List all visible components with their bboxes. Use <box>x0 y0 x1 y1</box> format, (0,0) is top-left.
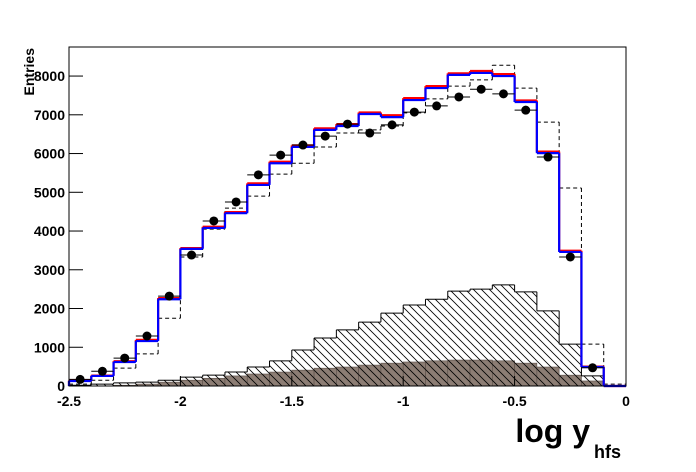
hatched-bin <box>180 377 203 386</box>
data-point <box>97 366 107 376</box>
data-point <box>231 197 241 207</box>
y-tick-label: 8000 <box>34 68 65 84</box>
hatched-bin <box>536 310 560 386</box>
hatched-bin <box>514 291 537 386</box>
data-point <box>543 152 553 162</box>
hatched-bin <box>113 382 136 386</box>
hatched-bin <box>447 291 471 386</box>
data-point <box>209 216 219 226</box>
y-tick-label: 1000 <box>34 339 65 355</box>
data-point <box>298 140 308 150</box>
hatched-bin <box>202 375 225 386</box>
x-tick-label: -2.5 <box>57 393 81 409</box>
y-tick-label: 7000 <box>34 107 65 123</box>
hatched-bin <box>358 322 381 386</box>
hatched-bin <box>380 313 404 386</box>
data-point <box>387 120 397 130</box>
y-tick-label: 5000 <box>34 184 65 200</box>
data-point <box>454 92 464 102</box>
hatched-bin <box>403 305 426 386</box>
data-point <box>521 105 531 115</box>
y-tick-label: 4000 <box>34 223 65 239</box>
hatched-bin <box>291 349 315 386</box>
hatched-bin <box>247 367 270 386</box>
data-point <box>343 119 352 129</box>
hatched-bin <box>559 344 582 386</box>
hatched-bin <box>492 284 515 386</box>
x-axis-label-subscript: hfs <box>594 442 621 462</box>
x-tick-label: -0.5 <box>503 393 527 409</box>
y-tick-label: 6000 <box>34 146 65 162</box>
data-point <box>142 331 152 341</box>
x-tick-label: 0 <box>622 393 630 409</box>
hatched-bin <box>425 299 448 386</box>
hatched-bin <box>314 337 337 386</box>
data-point <box>253 170 263 180</box>
data-point <box>432 101 442 111</box>
hatched-bin <box>224 372 248 386</box>
y-axis-label: Entries <box>21 48 37 96</box>
y-tick-label: 0 <box>57 378 65 394</box>
hatched-bin <box>336 329 359 386</box>
x-axis-label: log y <box>515 413 590 449</box>
data-point <box>164 291 174 301</box>
plot-area <box>67 64 626 388</box>
x-tick-label: -2 <box>174 393 187 409</box>
x-tick-label: -1 <box>397 393 410 409</box>
data-point <box>75 374 85 384</box>
data-point <box>120 353 130 363</box>
hatched-bin <box>581 375 604 386</box>
hatched-bin <box>470 289 493 386</box>
y-tick-label: 2000 <box>34 301 65 317</box>
x-tick-label: -1.5 <box>280 393 304 409</box>
data-point <box>276 150 286 160</box>
data-point <box>476 84 486 94</box>
hatched-bin <box>135 382 159 386</box>
data-point <box>588 363 598 373</box>
data-point <box>409 107 419 117</box>
data-point <box>320 131 330 141</box>
hatched-bin <box>269 360 292 386</box>
data-point <box>498 89 508 99</box>
data-point <box>565 252 575 262</box>
hatched-bin <box>158 380 181 386</box>
data-point <box>365 128 375 138</box>
y-tick-label: 3000 <box>34 262 65 278</box>
frame <box>68 46 627 387</box>
hatched-bin <box>91 384 114 386</box>
data-point <box>187 250 197 260</box>
